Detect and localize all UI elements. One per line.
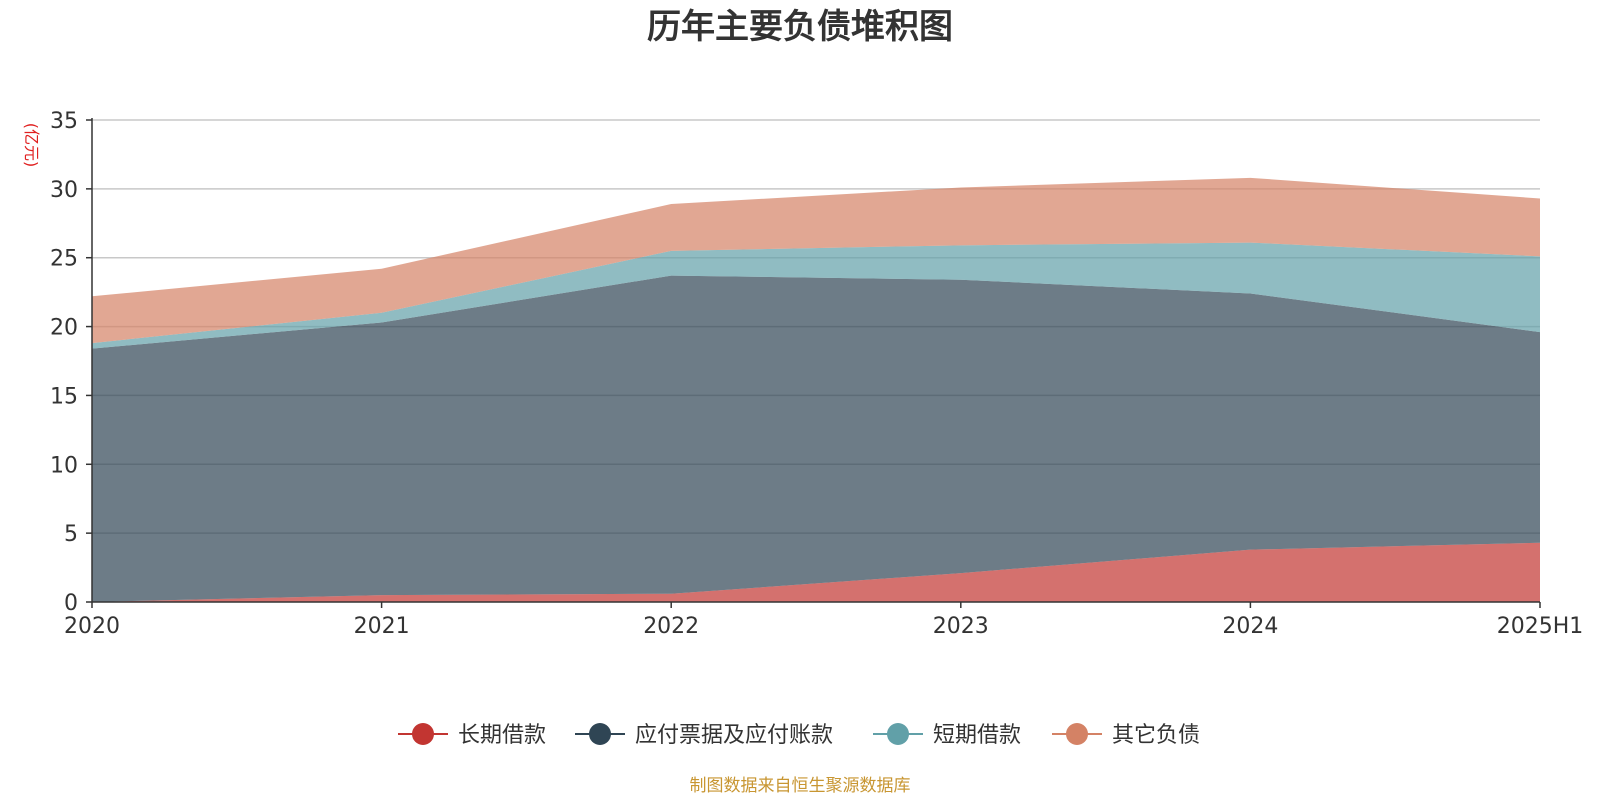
y-axis-unit: (亿元) (22, 123, 41, 168)
legend[interactable]: 长期借款 应付票据及应付账款 短期借款 其它负债 (398, 723, 1200, 748)
area-series-2 (92, 275, 1540, 602)
x-tick-label: 2023 (933, 614, 989, 639)
y-tick-label: 0 (64, 591, 78, 616)
axes: 0 5 10 15 20 25 30 35 2020 2021 2022 2023 2024 2025H1 (50, 109, 1583, 639)
legend-label: 其它负债 (1112, 723, 1200, 748)
x-tick-label: 2024 (1222, 614, 1278, 639)
x-tick-label: 2021 (354, 614, 410, 639)
legend-item-2[interactable]: 应付票据及应付账款 (575, 723, 833, 748)
legend-marker (412, 723, 434, 745)
chart-title: 历年主要负债堆积图 (647, 7, 953, 47)
area-series-1 (92, 542, 1540, 602)
x-tick-label: 2025H1 (1497, 614, 1584, 639)
y-tick-label: 15 (50, 384, 78, 409)
y-tick-label: 35 (50, 109, 78, 134)
legend-label: 应付票据及应付账款 (635, 723, 833, 748)
legend-marker (1066, 723, 1088, 745)
legend-label: 短期借款 (933, 723, 1021, 748)
y-tick-label: 10 (50, 453, 78, 478)
data-source-note: 制图数据来自恒生聚源数据库 (690, 776, 911, 796)
area-series-4 (92, 177, 1540, 344)
area-series-3 (92, 242, 1540, 349)
legend-item-4[interactable]: 其它负债 (1052, 723, 1200, 748)
x-tick-label: 2022 (643, 614, 699, 639)
legend-item-3[interactable]: 短期借款 (873, 723, 1021, 748)
y-tick-label: 25 (50, 247, 78, 272)
y-tick-label: 30 (50, 178, 78, 203)
y-tick-label: 20 (50, 316, 78, 341)
x-tick-label: 2020 (64, 614, 120, 639)
area-series (92, 177, 1540, 602)
legend-label: 长期借款 (458, 723, 546, 748)
legend-item-1[interactable]: 长期借款 (398, 723, 546, 748)
y-tick-label: 5 (64, 522, 78, 547)
legend-marker (887, 723, 909, 745)
legend-marker (589, 723, 611, 745)
